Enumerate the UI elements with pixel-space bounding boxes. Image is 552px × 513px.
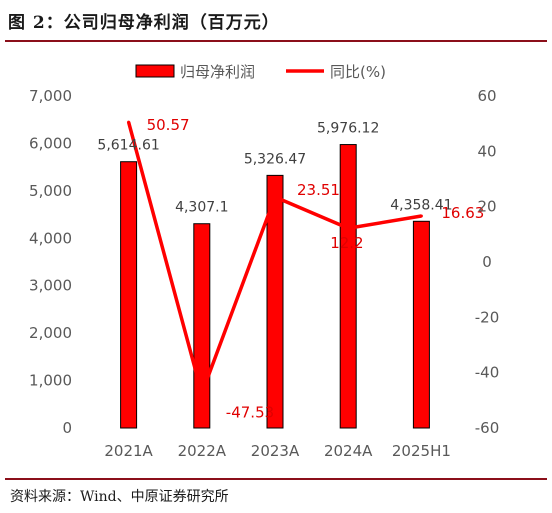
figure-title: 图 2：公司归母净利润（百万元） [8,13,280,33]
y-right-tick-60: 60 [477,87,496,105]
y-left-tick-6,000: 6,000 [29,134,72,152]
source-note: 资料来源：Wind、中原证券研究所 [10,489,229,505]
y-left-tick-1,000: 1,000 [29,372,72,390]
y-left-tick-0: 0 [62,419,72,437]
bar-2023A [266,174,284,429]
y-left-tick-4,000: 4,000 [29,229,72,247]
x-axis: 2021A 2022A 2023A 2024A 2025H1 [104,442,451,460]
y-right-tick--40: -40 [475,364,500,382]
legend-label-bar: 归母净利润 [180,63,255,81]
bar-label-2022A: 4,307.1 [175,200,228,216]
point-2023A [273,195,277,199]
line-label-2021A: 50.57 [147,116,190,134]
point-2021A [127,120,131,124]
line-labels-layer: 50.57 -47.53 23.51 12.2 16.63 [147,116,485,421]
legend: 归母净利润 同比(%) [135,63,386,81]
bar-2021A [120,161,138,429]
bar-label-2025H1: 4,358.41 [390,197,452,213]
y-left-tick-3,000: 3,000 [29,277,72,295]
line-label-2025H1: 16.63 [441,204,484,222]
y-left-tick-7,000: 7,000 [29,87,72,105]
x-tick-2024A: 2024A [324,442,373,460]
source-rule [5,478,547,480]
y-right-tick--60: -60 [475,419,500,437]
bars-layer [120,144,430,429]
y-right-axis: -60 -40 -20 0 20 40 60 [475,87,500,437]
bar-2025H1 [412,220,430,429]
point-2022A [200,391,204,395]
y-left-tick-2,000: 2,000 [29,324,72,342]
y-right-tick-20: 20 [477,198,496,216]
x-tick-2021A: 2021A [104,442,153,460]
y-right-tick--20: -20 [475,308,500,326]
line-layer [126,120,423,396]
y-left-axis: 0 1,000 2,000 3,000 4,000 5,000 6,000 7,000 [29,87,72,437]
line-label-2022A: -47.53 [226,403,274,421]
line-label-2023A: 23.51 [297,181,340,199]
title-rule [5,40,547,42]
x-tick-2022A: 2022A [178,442,227,460]
x-tick-2025H1: 2025H1 [392,442,451,460]
point-2024A [346,226,350,230]
y-right-tick-0: 0 [482,253,492,271]
legend-label-line: 同比(%) [330,63,386,81]
bar-label-2021A: 5,614.61 [97,138,159,154]
bar-label-2023A: 5,326.47 [244,151,306,167]
point-2025H1 [419,214,423,218]
y-right-tick-40: 40 [477,142,496,160]
bar-2022A [193,223,211,429]
y-left-tick-5,000: 5,000 [29,182,72,200]
bar-2024A [339,144,357,429]
line-label-2024A: 12.2 [330,234,363,252]
bar-labels-layer: 5,614.61 4,307.1 5,326.47 5,976.12 4,358.41 [97,121,452,216]
legend-swatch-bar [135,64,175,78]
bar-label-2024A: 5,976.12 [317,121,379,137]
x-tick-2023A: 2023A [251,442,300,460]
